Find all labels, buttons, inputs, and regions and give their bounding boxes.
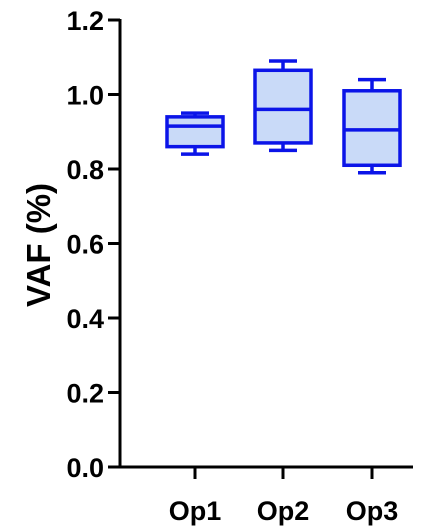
box-series — [165, 59, 402, 175]
x-axis: Op1 Op2 Op3 — [118, 465, 413, 526]
box-op2 — [253, 59, 313, 153]
y-tick-label: 1.0 — [66, 81, 104, 111]
x-tick-label: Op3 — [346, 496, 399, 526]
box-op3 — [342, 77, 402, 175]
y-tick-label: 0.4 — [66, 304, 104, 334]
y-tick-label: 1.2 — [66, 6, 104, 36]
x-tick-label: Op2 — [257, 496, 310, 526]
y-axis: 0.0 0.2 0.4 0.6 0.8 1.0 1.2 — [66, 6, 122, 483]
iqr-box — [253, 68, 313, 145]
y-tick-label: 0.6 — [66, 230, 104, 260]
x-tick-label: Op1 — [169, 496, 222, 526]
y-tick-label: 0.2 — [66, 379, 104, 409]
y-tick-label: 0.0 — [66, 453, 104, 483]
y-tick-label: 0.8 — [66, 155, 104, 185]
iqr-box — [342, 89, 402, 168]
y-axis-title: VAF (%) — [20, 183, 57, 307]
iqr-box — [165, 115, 225, 149]
box-op1 — [165, 111, 225, 156]
